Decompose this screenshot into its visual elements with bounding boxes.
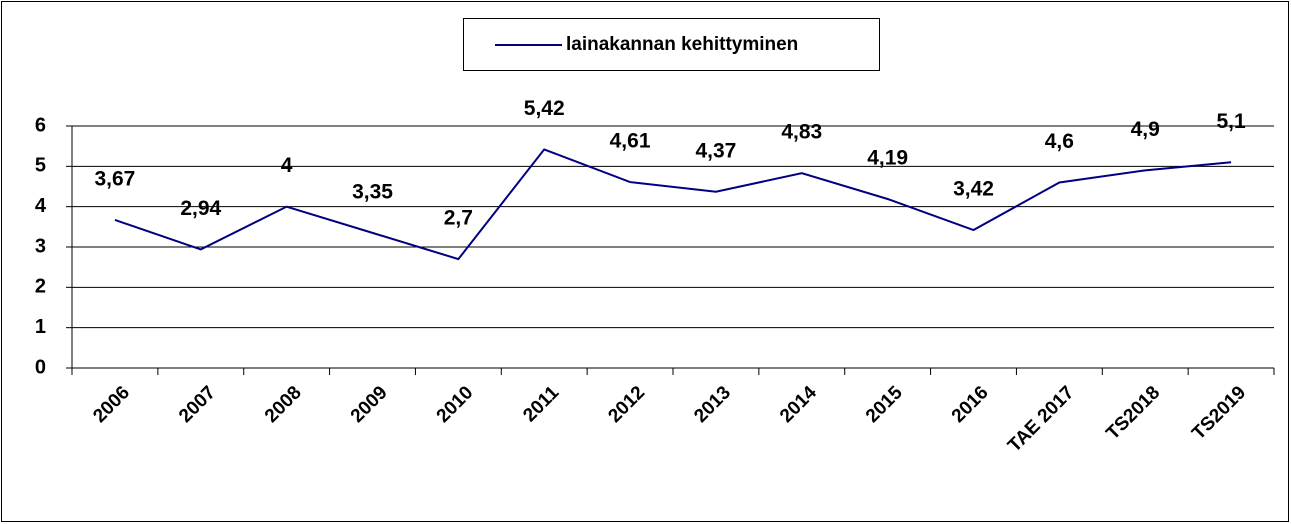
data-label: 2,94 xyxy=(180,197,221,220)
data-label: 3,35 xyxy=(352,180,393,203)
data-label: 3,67 xyxy=(94,168,135,191)
legend-label: lainakannan kehittyminen xyxy=(566,34,798,55)
y-tick-label: 0 xyxy=(35,356,46,378)
data-label: 4,61 xyxy=(610,130,651,153)
data-line xyxy=(114,148,1232,261)
data-label: 2,7 xyxy=(444,207,473,230)
data-label: 4,83 xyxy=(781,121,822,144)
data-label: 5,42 xyxy=(524,97,565,120)
y-tick-label: 6 xyxy=(35,114,46,136)
data-label: 5,1 xyxy=(1216,110,1246,133)
data-label: 3,42 xyxy=(953,178,994,201)
y-tick-label: 2 xyxy=(35,276,46,298)
data-label: 4,9 xyxy=(1131,118,1160,141)
data-label: 4 xyxy=(281,154,293,177)
data-label: 4,19 xyxy=(867,147,908,170)
data-label: 4,37 xyxy=(695,139,736,162)
y-tick-label: 5 xyxy=(35,155,46,177)
y-tick-label: 4 xyxy=(35,195,47,217)
y-tick-label: 1 xyxy=(35,316,46,338)
y-tick-label: 3 xyxy=(35,235,46,257)
data-label: 4,6 xyxy=(1045,130,1074,153)
